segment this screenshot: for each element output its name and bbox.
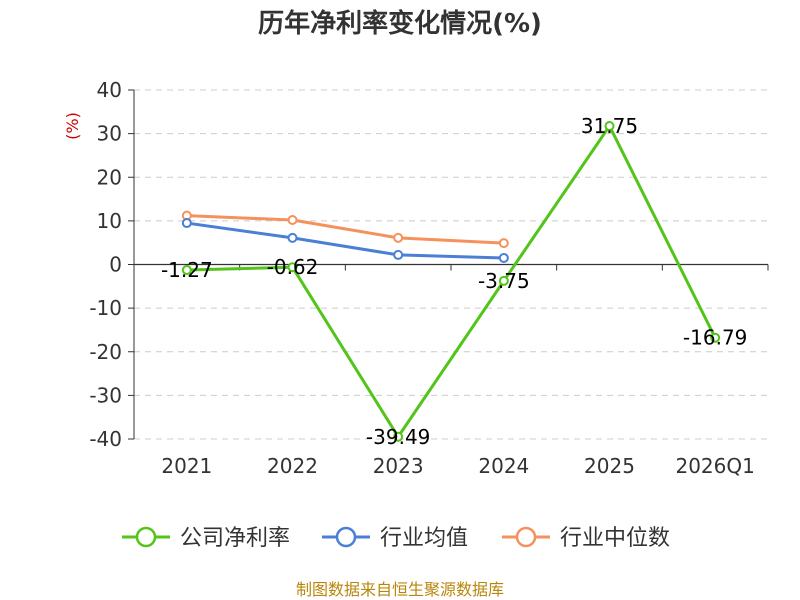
axes: 40 30 20 10 0 -10 -20 -30 -40 2021 2022 2023 2024 202… bbox=[89, 78, 769, 478]
x-tick-label: 2026Q1 bbox=[675, 454, 754, 478]
legend-item[interactable]: 行业均值 bbox=[322, 526, 468, 551]
y-tick-label: 0 bbox=[109, 253, 122, 277]
data-label: 31.75 bbox=[581, 114, 638, 138]
series-point bbox=[393, 249, 404, 260]
series-point bbox=[393, 232, 404, 243]
series-point bbox=[287, 215, 298, 226]
series-point bbox=[287, 262, 298, 273]
series-point bbox=[181, 218, 192, 229]
legend-swatch-marker bbox=[135, 526, 157, 548]
series-line bbox=[186, 214, 504, 245]
y-tick-label: -40 bbox=[89, 427, 122, 451]
data-label: -3.75 bbox=[478, 269, 530, 293]
series-line bbox=[186, 124, 717, 439]
y-tick-label: -10 bbox=[89, 296, 122, 320]
legend-label: 行业中位数 bbox=[560, 526, 670, 551]
grid-lines bbox=[134, 89, 768, 440]
x-tick-label: 2022 bbox=[267, 454, 318, 478]
y-axis-unit-label: (%) bbox=[63, 112, 82, 140]
source-note: 制图数据来自恒生聚源数据库 bbox=[296, 580, 504, 599]
legend-swatch-marker bbox=[335, 526, 357, 548]
chart-title: 历年净利率变化情况(%) bbox=[258, 8, 542, 39]
data-label: -39.49 bbox=[366, 425, 430, 449]
legend-item[interactable]: 行业中位数 bbox=[502, 526, 670, 551]
series-point bbox=[498, 275, 509, 286]
y-tick-label: -30 bbox=[89, 383, 122, 407]
y-tick-label: -20 bbox=[89, 340, 122, 364]
x-tick-label: 2023 bbox=[373, 454, 424, 478]
series-line bbox=[186, 221, 504, 260]
legend-label: 公司净利率 bbox=[180, 526, 290, 551]
data-label: -1.27 bbox=[161, 258, 213, 282]
series-point bbox=[498, 252, 509, 263]
series-lines bbox=[181, 120, 721, 442]
y-tick-label: 30 bbox=[97, 122, 122, 146]
legend-swatch-marker bbox=[515, 526, 537, 548]
series-point bbox=[181, 265, 192, 276]
data-label: -0.62 bbox=[267, 255, 319, 279]
y-tick-label: 20 bbox=[97, 165, 122, 189]
x-tick-label: 2024 bbox=[478, 454, 529, 478]
x-tick-label: 2025 bbox=[584, 454, 635, 478]
y-tick-label: 10 bbox=[97, 209, 122, 233]
y-tick-label: 40 bbox=[97, 78, 122, 102]
legend-label: 行业均值 bbox=[380, 526, 468, 551]
data-label: -16.79 bbox=[683, 326, 747, 350]
series-point bbox=[604, 120, 615, 131]
legend-item[interactable]: 公司净利率 bbox=[122, 526, 290, 551]
series-point bbox=[710, 332, 721, 343]
series-point bbox=[287, 232, 298, 243]
legend: 公司净利率 行业均值 行业中位数 bbox=[122, 526, 670, 551]
series-point bbox=[498, 238, 509, 249]
series-point bbox=[393, 431, 404, 442]
data-labels: -1.27 -0.62 -39.49 -3.75 31.75 -16.79 bbox=[161, 114, 747, 449]
x-tick-label: 2021 bbox=[161, 454, 212, 478]
